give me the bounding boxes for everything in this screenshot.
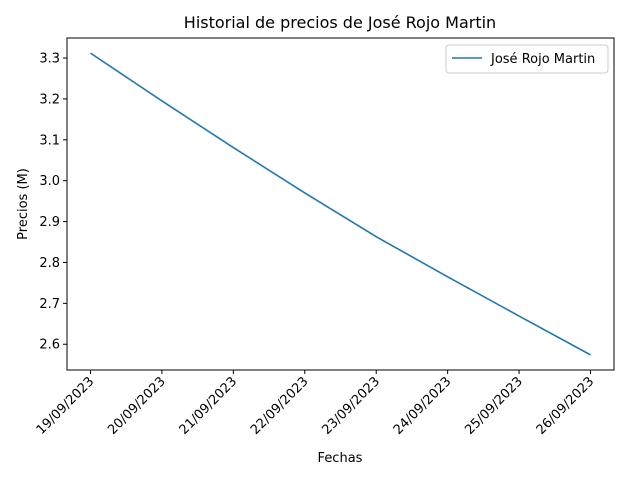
- x-axis-label: Fechas: [318, 451, 363, 466]
- x-tick-label: 19/09/2023: [34, 374, 98, 438]
- x-tick-label: 24/09/2023: [391, 374, 455, 438]
- y-tick-label: 2.9: [39, 215, 60, 230]
- series-line: [90, 52, 591, 356]
- y-tick-label: 2.8: [39, 256, 60, 271]
- chart-title: Historial de precios de José Rojo Martin: [184, 13, 496, 32]
- x-tick-label: 23/09/2023: [319, 374, 383, 438]
- y-axis: 2.6 2.7 2.8 2.9 3.0 3.1 3.2 3.3: [39, 52, 67, 353]
- y-tick-label: 2.7: [39, 297, 60, 312]
- y-tick-label: 3.2: [39, 92, 60, 107]
- x-tick-label: 21/09/2023: [177, 374, 241, 438]
- y-tick-label: 3.3: [39, 52, 60, 67]
- x-tick-label: 22/09/2023: [248, 374, 312, 438]
- y-axis-label: Precios (M): [16, 168, 31, 240]
- plot-lines: [90, 52, 591, 356]
- plot-frame: [66, 37, 615, 371]
- y-tick-label: 3.1: [39, 133, 60, 148]
- x-tick-label: 20/09/2023: [105, 374, 169, 438]
- x-tick-label: 26/09/2023: [534, 374, 598, 438]
- y-tick-label: 3.0: [39, 174, 60, 189]
- legend: José Rojo Martin: [445, 44, 609, 74]
- x-tick-label: 25/09/2023: [462, 374, 526, 438]
- y-tick-label: 2.6: [39, 338, 60, 353]
- legend-label: José Rojo Martin: [490, 52, 595, 67]
- x-axis: 19/09/2023 20/09/2023 21/09/2023 22/09/2023…: [34, 370, 598, 438]
- legend-box: [445, 44, 609, 74]
